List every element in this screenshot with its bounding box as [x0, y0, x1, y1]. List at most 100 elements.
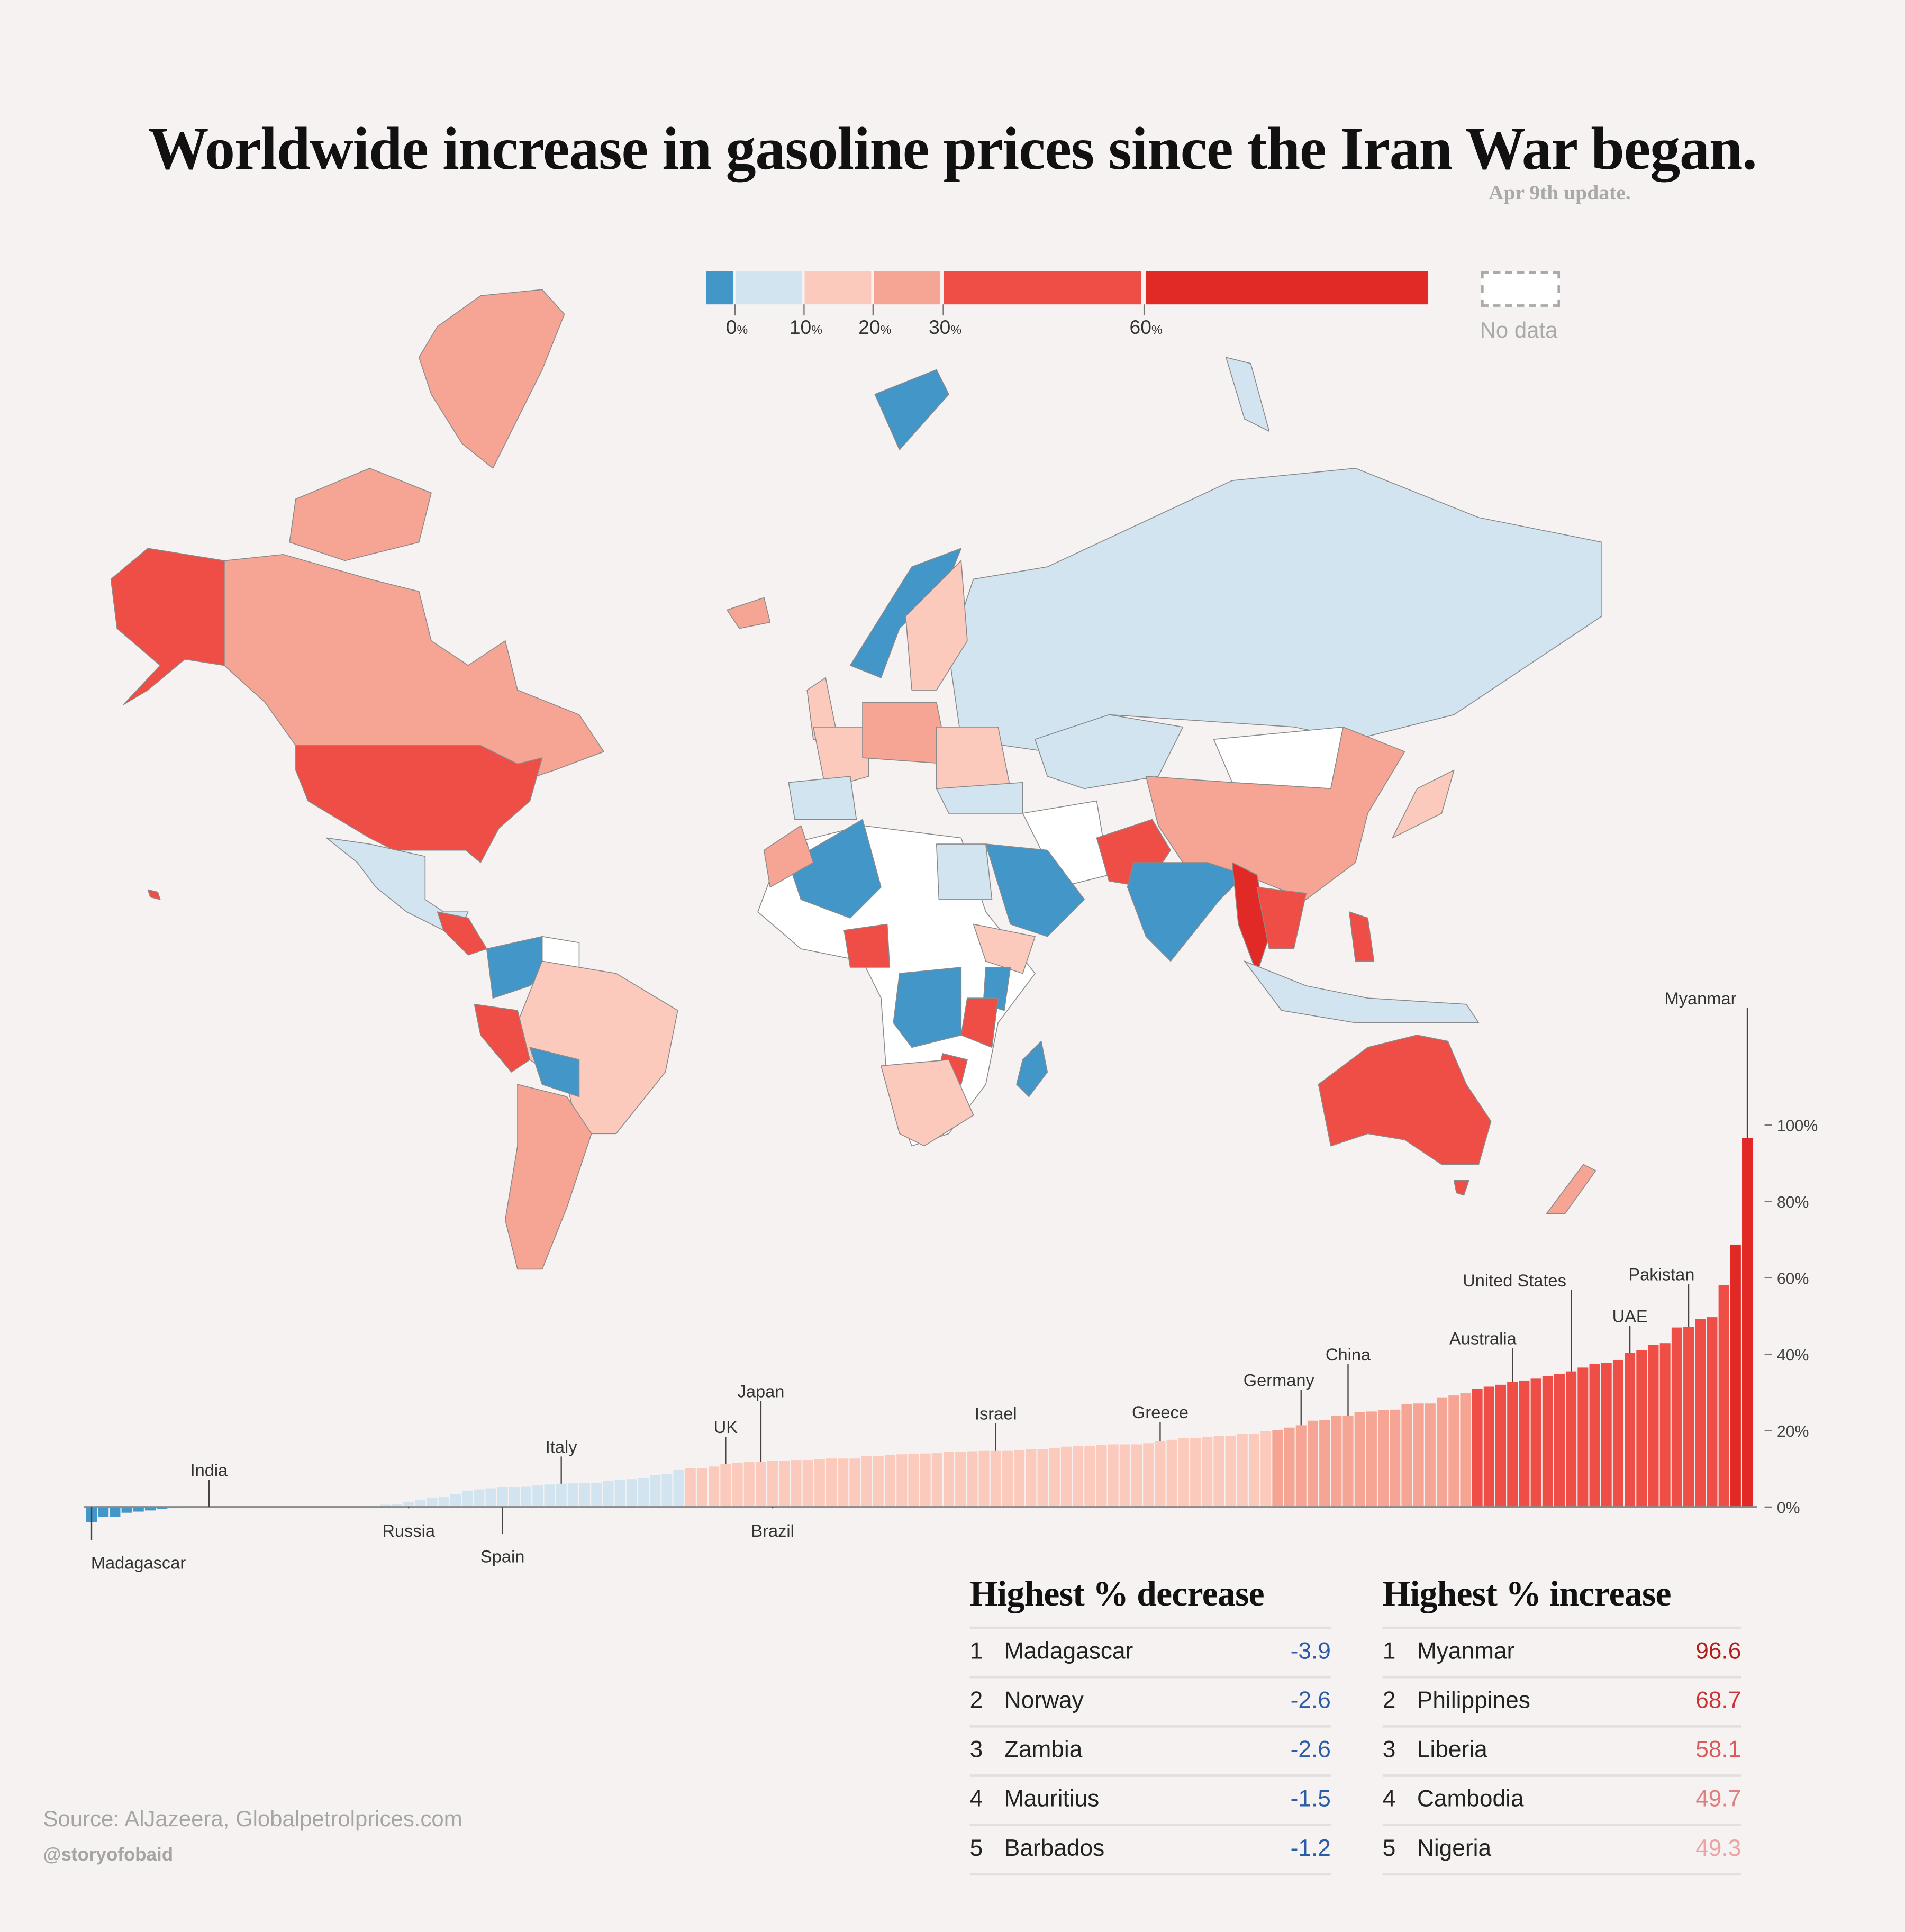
- bar: [544, 1484, 555, 1507]
- bar: [1131, 1444, 1142, 1507]
- annotation-label: Myanmar: [1665, 988, 1737, 1008]
- annotation-label: UAE: [1612, 1307, 1648, 1326]
- country-indochina: [1256, 886, 1307, 949]
- country-eastern-europe: [936, 727, 1011, 790]
- country-mongolia: [1213, 727, 1344, 790]
- rank-cell: 4: [1382, 1786, 1396, 1813]
- annotation-label: Japan: [738, 1382, 785, 1401]
- no-data-swatch: [1481, 271, 1561, 307]
- annotation-label: United States: [1463, 1271, 1566, 1290]
- legend-swatch: [804, 271, 872, 305]
- y-tick-label: 40%: [1777, 1347, 1809, 1364]
- bar: [1084, 1446, 1095, 1507]
- country-mexico: [326, 837, 469, 937]
- bar: [779, 1461, 790, 1507]
- value-cell: -1.5: [1290, 1786, 1331, 1813]
- value-cell: 49.3: [1695, 1836, 1741, 1862]
- country-india: [1127, 862, 1245, 962]
- bar: [1331, 1416, 1342, 1507]
- legend-tick-label: 30%: [928, 318, 962, 339]
- bar: [415, 1500, 426, 1507]
- legend-tick: [872, 304, 874, 316]
- bar: [638, 1478, 649, 1507]
- bar: [1695, 1318, 1706, 1507]
- rank-cell: 3: [969, 1737, 983, 1764]
- bar: [1707, 1317, 1718, 1507]
- bar: [802, 1460, 813, 1507]
- author-handle: @storyofobaid: [43, 1844, 174, 1866]
- country-philippines: [1349, 911, 1375, 962]
- country-iceland: [727, 597, 771, 629]
- bar: [144, 1507, 156, 1511]
- bar: [1460, 1393, 1471, 1507]
- bar: [1495, 1384, 1507, 1507]
- bar: [838, 1458, 849, 1507]
- country-cell: Barbados: [1004, 1836, 1105, 1862]
- annotation-label: Italy: [546, 1437, 577, 1456]
- value-cell: 49.7: [1695, 1786, 1741, 1813]
- annotation-label: India: [190, 1461, 229, 1480]
- bar: [1636, 1350, 1647, 1507]
- bar: [1401, 1404, 1412, 1507]
- value-cell: -2.6: [1290, 1737, 1331, 1764]
- country-cell: Zambia: [1004, 1737, 1083, 1764]
- annotation-label: Russia: [382, 1521, 436, 1540]
- country-cell: Nigeria: [1417, 1836, 1492, 1862]
- y-tick-label: 60%: [1777, 1270, 1809, 1287]
- country-madagascar: [1016, 1040, 1048, 1097]
- bar: [133, 1507, 144, 1512]
- increase-table: Highest % increase 1 Myanmar 96.6 2 Philippi…: [1382, 1574, 1741, 1876]
- legend-tick-label: 0%: [725, 318, 748, 339]
- bar: [614, 1479, 625, 1507]
- bar: [767, 1461, 778, 1507]
- legend-swatch: [873, 271, 940, 305]
- bar: [1612, 1359, 1623, 1507]
- bar: [732, 1463, 743, 1507]
- value-cell: -1.2: [1290, 1836, 1331, 1862]
- decrease-table: Highest % decrease 1 Madagascar -3.9 2 Norwa…: [969, 1574, 1331, 1876]
- bar: [1178, 1438, 1189, 1507]
- bar: [1378, 1410, 1389, 1507]
- bar: [438, 1497, 449, 1507]
- bar: [462, 1490, 473, 1507]
- bar: [1237, 1434, 1248, 1507]
- bar: [1307, 1420, 1318, 1507]
- bar: [1272, 1430, 1283, 1507]
- bar: [1295, 1425, 1307, 1507]
- bar: [650, 1475, 661, 1507]
- bar: [661, 1474, 673, 1507]
- table-row: 3 Zambia -2.6: [969, 1725, 1331, 1774]
- bar: [403, 1501, 414, 1507]
- country-cell: Madagascar: [1004, 1639, 1133, 1665]
- bar: [497, 1487, 508, 1507]
- annotation-label: UK: [714, 1417, 738, 1437]
- annotation-label: Israel: [975, 1404, 1017, 1423]
- bar: [1060, 1446, 1072, 1507]
- country-arctic-islands: [289, 468, 432, 561]
- bar: [1366, 1411, 1377, 1507]
- bar: [1542, 1376, 1553, 1507]
- bar: [1002, 1450, 1013, 1507]
- decrease-table-title: Highest % decrease: [969, 1574, 1265, 1614]
- bar: [1213, 1436, 1224, 1507]
- bar: [591, 1483, 602, 1507]
- bar: [1671, 1327, 1682, 1507]
- bar: [791, 1460, 802, 1507]
- bar: [509, 1487, 520, 1507]
- bar: [1119, 1444, 1130, 1507]
- legend-tick-label: 60%: [1129, 318, 1163, 339]
- bar: [1166, 1439, 1177, 1507]
- country-south-africa: [881, 1059, 974, 1147]
- bar: [1659, 1343, 1671, 1507]
- bar: [521, 1486, 532, 1507]
- annotation-label: Greece: [1132, 1402, 1189, 1422]
- legend-tick: [1143, 304, 1145, 316]
- legend-swatch: [1146, 271, 1428, 305]
- country-canada: [223, 554, 604, 783]
- country-cell: Liberia: [1417, 1737, 1487, 1764]
- bar: [1437, 1397, 1448, 1507]
- increase-table-title: Highest % increase: [1382, 1574, 1672, 1614]
- bar: [626, 1479, 637, 1507]
- bar: [709, 1466, 720, 1507]
